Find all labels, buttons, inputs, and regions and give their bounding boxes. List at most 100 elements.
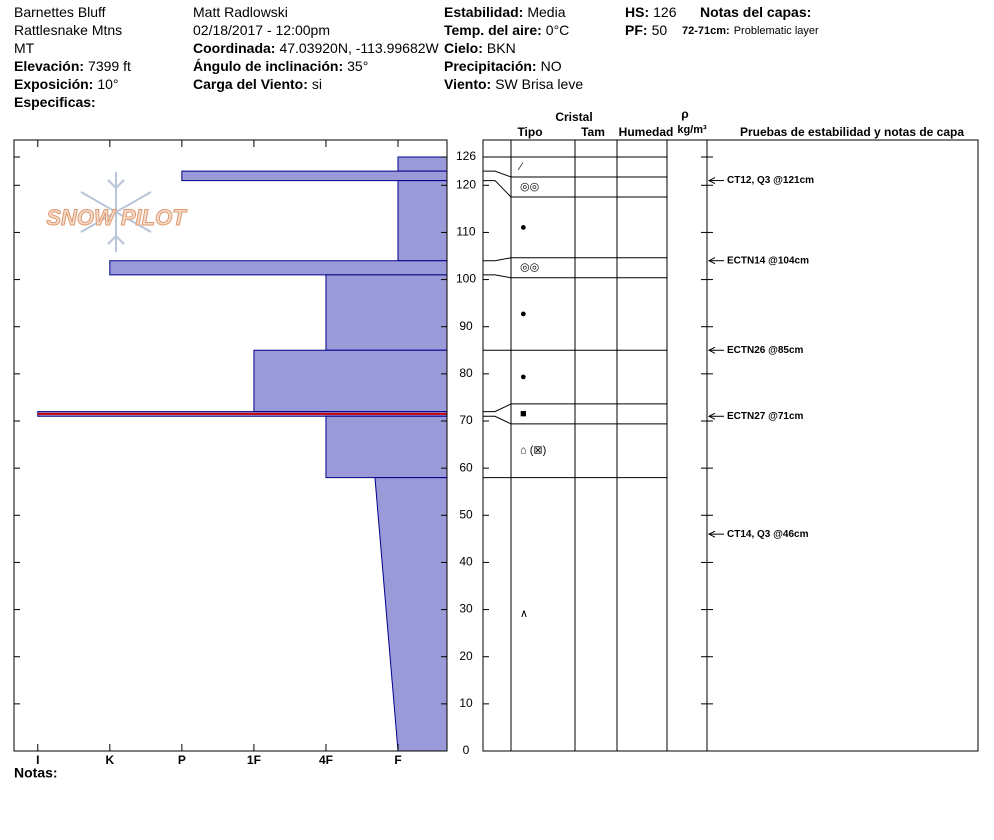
- field-value: 10°: [97, 76, 119, 92]
- grain-symbol: ◎◎: [520, 181, 539, 193]
- field-label: Carga del Viento:: [193, 76, 308, 92]
- field-value: SW Brisa leve: [495, 76, 584, 92]
- hardness-layer: [325, 274, 448, 351]
- test-label: ECTN26 @85cm: [727, 345, 804, 356]
- field-value: Media: [527, 4, 566, 20]
- x-tick-label: 4F: [319, 753, 333, 767]
- grain-symbol: ⌂ (⊠): [520, 445, 546, 457]
- field-label: Exposición:: [14, 76, 94, 92]
- field-label: Temp. del aire:: [444, 22, 542, 38]
- field-value: 47.03920N, -113.99682W: [279, 40, 439, 56]
- note-value: Problematic layer: [733, 25, 819, 37]
- header-row: Precipitación: NO: [444, 57, 562, 75]
- hardness-layer: [374, 477, 448, 752]
- y-tick-label: 126: [456, 149, 476, 163]
- x-tick-label: P: [178, 753, 186, 767]
- header-row: Elevación: 7399 ft: [14, 57, 131, 75]
- y-tick-label: 20: [459, 649, 473, 663]
- header-row: Coordinada: 47.03920N, -113.99682W: [193, 39, 439, 57]
- layer-connector: [483, 180, 512, 198]
- frame: [13, 139, 448, 752]
- header-row: Estabilidad: Media: [444, 3, 566, 21]
- hardness-layer: [325, 415, 448, 479]
- y-tick-label: 60: [459, 460, 473, 474]
- y-tick-label: 100: [456, 272, 476, 286]
- title: Notas del capas:: [700, 4, 812, 20]
- layer-connector: [483, 415, 512, 425]
- field-label: Viento:: [444, 76, 492, 92]
- column-header: Tam: [581, 125, 605, 139]
- note-label: 72-71cm:: [682, 25, 730, 37]
- field-value: 50: [651, 22, 668, 38]
- logo: [80, 172, 152, 252]
- layer-notes-title: Notas del capas:: [700, 3, 811, 21]
- x-tick-label: I: [36, 753, 39, 767]
- hardness-layer: [397, 180, 448, 262]
- hardness-layer: [397, 156, 448, 172]
- grain-symbol: ∧: [520, 608, 528, 620]
- notes-label: Notas:: [14, 765, 58, 781]
- y-tick-label: 120: [456, 177, 476, 191]
- layer-connector: [483, 170, 512, 178]
- x-tick-label: 1F: [247, 753, 261, 767]
- y-tick-label: 80: [459, 366, 473, 380]
- header-row: Temp. del aire: 0°C: [444, 21, 569, 39]
- field-label: Ángulo de inclinación:: [193, 58, 344, 74]
- field-label: Coordinada:: [193, 40, 276, 56]
- header-row: Ángulo de inclinación: 35°: [193, 57, 368, 75]
- y-tick-label: 110: [456, 225, 475, 239]
- field-value: Barnettes Bluff: [14, 4, 106, 20]
- field-value: 7399 ft: [88, 58, 131, 74]
- header-row: Cielo: BKN: [444, 39, 516, 57]
- field-label: Elevación:: [14, 58, 85, 74]
- grain-symbol: ■: [520, 408, 527, 420]
- grain-symbol: ●: [520, 221, 527, 233]
- x-tick-label: K: [105, 753, 114, 767]
- arrow-head: [707, 530, 716, 538]
- field-value: Matt Radlowski: [193, 4, 288, 20]
- header-row: Viento: SW Brisa leve: [444, 75, 583, 93]
- layer-connector: [483, 274, 512, 279]
- logo-text: SNOW PILOT: [46, 205, 187, 230]
- header-row: 02/18/2017 - 12:00pm: [193, 21, 330, 39]
- header-row: Exposición: 10°: [14, 75, 119, 93]
- field-value: si: [311, 76, 323, 92]
- y-tick-label: 90: [459, 319, 473, 333]
- header-row: HS: 126: [625, 3, 676, 21]
- field-label: Especificas:: [14, 94, 96, 110]
- column-header: ρ: [681, 107, 688, 121]
- y-tick-label: 10: [459, 696, 473, 710]
- field-label: Estabilidad:: [444, 4, 524, 20]
- arrow-head: [707, 412, 716, 420]
- layer-connector: [483, 403, 512, 413]
- header: Barnettes Bluff Rattlesnake Mtns MT Elevaci…: [0, 0, 994, 112]
- column-header: kg/m³: [677, 124, 707, 136]
- field-value: NO: [540, 58, 562, 74]
- field-label: Precipitación:: [444, 58, 537, 74]
- test-label: ECTN27 @71cm: [727, 411, 804, 422]
- layer-note: 72-71cm: Problematic layer: [682, 22, 819, 40]
- field-value: BKN: [486, 40, 516, 56]
- y-tick-label: 70: [459, 413, 473, 427]
- header-row: PF: 50: [625, 21, 667, 39]
- x-tick-label: F: [394, 753, 401, 767]
- field-value: Rattlesnake Mtns: [14, 22, 123, 38]
- y-tick-label: 30: [459, 602, 473, 616]
- header-row: MT: [14, 39, 34, 57]
- column-header: Tipo: [517, 125, 542, 139]
- test-label: ECTN14 @104cm: [727, 255, 809, 266]
- header-row: Matt Radlowski: [193, 3, 288, 21]
- hardness-layer: [253, 349, 448, 413]
- arrow-head: [707, 346, 716, 354]
- column-header: Pruebas de estabilidad y notas de capa: [740, 125, 964, 139]
- field-value: 02/18/2017 - 12:00pm: [193, 22, 330, 38]
- grain-symbol: ◎◎: [520, 262, 539, 274]
- y-tick-label: 0: [463, 743, 470, 757]
- field-value: 35°: [347, 58, 369, 74]
- header-row: Especificas:: [14, 93, 100, 111]
- header-row: Rattlesnake Mtns: [14, 21, 122, 39]
- grain-frame: [482, 139, 979, 752]
- grain-symbol: ●: [520, 371, 527, 383]
